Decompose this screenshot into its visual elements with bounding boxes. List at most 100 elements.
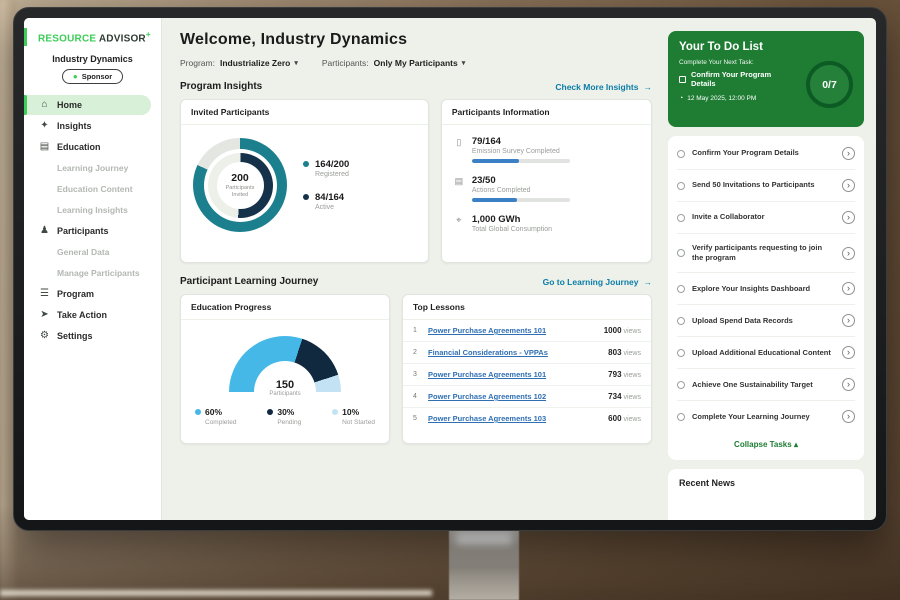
lesson-row: 4 Power Purchase Agreements 102 734 view… bbox=[403, 386, 651, 408]
task-row[interactable]: Complete Your Learning Journey › bbox=[677, 401, 855, 432]
task-row[interactable]: Send 50 Invitations to Participants › bbox=[677, 170, 855, 202]
task-checkbox[interactable] bbox=[677, 380, 685, 389]
task-row[interactable]: Achieve One Sustainability Target › bbox=[677, 369, 855, 402]
sidebar-item-program[interactable]: ☰ Program bbox=[24, 284, 161, 304]
sidebar-item-settings[interactable]: ⚙ Settings bbox=[24, 326, 161, 346]
task-row[interactable]: Invite a Collaborator › bbox=[677, 202, 855, 234]
lesson-link[interactable]: Financial Considerations - VPPAs bbox=[428, 348, 548, 357]
check-more-insights-link[interactable]: Check More Insights → bbox=[555, 82, 652, 92]
global-consumption-row: ⌖ 1,000 GWh Total Global Consumption bbox=[454, 214, 639, 233]
sponsor-badge[interactable]: ● Sponsor bbox=[61, 69, 124, 85]
task-open-button[interactable]: › bbox=[842, 378, 855, 392]
education-gauge: 150 Participants bbox=[229, 336, 341, 397]
actions-completed-row: ▤ 23/50 Actions Completed bbox=[454, 175, 639, 202]
task-checkbox[interactable] bbox=[677, 348, 685, 357]
lesson-rank: 2 bbox=[413, 349, 417, 356]
recent-news-title: Recent News bbox=[679, 478, 736, 489]
program-filter: Program: Industrialize Zero ▾ bbox=[180, 58, 298, 68]
lesson-link[interactable]: Power Purchase Agreements 103 bbox=[428, 414, 547, 423]
go-to-learning-journey-link[interactable]: Go to Learning Journey → bbox=[543, 277, 652, 287]
program-insights-header: Program Insights Check More Insights → bbox=[180, 81, 652, 92]
lesson-link[interactable]: Power Purchase Agreements 101 bbox=[428, 370, 547, 379]
sidebar-item-home[interactable]: ⌂ Home bbox=[24, 95, 151, 116]
legend-dot bbox=[303, 194, 309, 200]
task-label: Upload Spend Data Records bbox=[692, 315, 793, 325]
sidebar-item-education[interactable]: ▤ Education bbox=[24, 137, 161, 157]
sidebar-item-take-action[interactable]: ➤ Take Action bbox=[24, 305, 161, 325]
program-filter-label: Program: bbox=[180, 58, 215, 68]
task-checkbox[interactable] bbox=[677, 284, 685, 293]
donut-center-label: Participants Invited bbox=[225, 184, 255, 198]
task-checkbox[interactable] bbox=[677, 181, 685, 190]
task-checkbox[interactable] bbox=[677, 149, 685, 158]
lesson-link[interactable]: Power Purchase Agreements 101 bbox=[428, 326, 547, 335]
checkbox-icon[interactable] bbox=[679, 75, 686, 83]
sidebar-item-label: General Data bbox=[57, 247, 110, 258]
stat-value: 1,000 GWh bbox=[471, 214, 521, 225]
card-title: Top Lessons bbox=[403, 295, 651, 320]
task-open-button[interactable]: › bbox=[842, 246, 855, 260]
task-row[interactable]: Confirm Your Program Details › bbox=[677, 138, 855, 170]
program-select[interactable]: Industrialize Zero ▾ bbox=[220, 58, 298, 68]
card-title: Participants Information bbox=[441, 100, 651, 125]
progress-track bbox=[471, 159, 570, 163]
card-title: Education Progress bbox=[181, 295, 389, 320]
task-row[interactable]: Explore Your Insights Dashboard › bbox=[677, 273, 855, 306]
section-title: Program Insights bbox=[180, 81, 263, 92]
sidebar-item-manage-participants[interactable]: Manage Participants bbox=[24, 263, 161, 283]
task-open-button[interactable]: › bbox=[842, 211, 855, 224]
legend-dot bbox=[195, 409, 201, 415]
sidebar-item-insights[interactable]: ✦ Insights bbox=[24, 116, 161, 136]
task-open-button[interactable]: › bbox=[842, 314, 855, 328]
recent-news-header[interactable]: Recent News bbox=[668, 469, 864, 520]
stat-label: Total Global Consumption bbox=[471, 226, 552, 233]
legend-completed: 60% Completed bbox=[195, 407, 236, 426]
sidebar-item-label: Participants bbox=[57, 226, 109, 237]
sidebar-item-general-data[interactable]: General Data bbox=[24, 242, 161, 262]
settings-icon: ⚙ bbox=[40, 330, 49, 342]
views-count: 600 bbox=[608, 414, 622, 423]
task-label: Verify participants requesting to join t… bbox=[692, 243, 823, 263]
chevron-right-icon: › bbox=[847, 247, 850, 258]
sidebar-item-education-content[interactable]: Education Content bbox=[24, 179, 161, 199]
donut-ring-gap: 200 Participants Invited bbox=[203, 148, 277, 222]
sidebar-item-learning-insights[interactable]: Learning Insights bbox=[24, 200, 161, 220]
task-open-button[interactable]: › bbox=[842, 410, 855, 424]
task-open-button[interactable]: › bbox=[842, 346, 855, 360]
stat-value: 23/50 bbox=[471, 175, 496, 186]
lesson-views: 793 views bbox=[608, 370, 641, 379]
legend-label: Not Started bbox=[342, 419, 375, 426]
task-checkbox[interactable] bbox=[677, 249, 685, 258]
legend-value: 164/200 bbox=[315, 159, 350, 170]
lesson-views: 734 views bbox=[608, 392, 641, 401]
task-row[interactable]: Verify participants requesting to join t… bbox=[677, 234, 855, 274]
legend-registered: 164/200 Registered bbox=[303, 159, 349, 178]
collapse-tasks-link[interactable]: Collapse Tasks ▴ bbox=[677, 432, 855, 458]
task-row[interactable]: Upload Spend Data Records › bbox=[677, 305, 855, 338]
logo-advisor: ADVISOR bbox=[98, 33, 146, 45]
gauge-center: 150 Participants bbox=[229, 379, 341, 397]
checklist-icon: ▤ bbox=[454, 176, 464, 186]
views-unit: views bbox=[623, 394, 641, 401]
task-label: Upload Additional Educational Content bbox=[692, 347, 831, 357]
task-open-button[interactable]: › bbox=[842, 179, 855, 192]
lesson-row: 3 Power Purchase Agreements 101 793 view… bbox=[403, 364, 651, 386]
clock-icon: ◔ bbox=[679, 94, 684, 102]
views-count: 803 bbox=[608, 348, 622, 357]
lesson-views: 1000 views bbox=[604, 326, 641, 335]
views-unit: views bbox=[623, 416, 641, 423]
donut-center: 200 Participants Invited bbox=[216, 161, 264, 209]
task-checkbox[interactable] bbox=[677, 316, 685, 325]
task-checkbox[interactable] bbox=[677, 412, 685, 421]
sidebar-item-learning-journey[interactable]: Learning Journey bbox=[24, 158, 161, 178]
lesson-link[interactable]: Power Purchase Agreements 102 bbox=[428, 392, 547, 401]
participants-select[interactable]: Only My Participants ▾ bbox=[374, 58, 466, 68]
task-row[interactable]: Upload Additional Educational Content › bbox=[677, 337, 855, 370]
todo-next-task[interactable]: Confirm Your Program Details bbox=[679, 70, 853, 89]
sidebar-item-participants[interactable]: ♟ Participants bbox=[24, 221, 161, 241]
task-checkbox[interactable] bbox=[677, 213, 685, 222]
chevron-right-icon: › bbox=[847, 148, 850, 158]
task-open-button[interactable]: › bbox=[842, 282, 855, 296]
task-open-button[interactable]: › bbox=[842, 147, 855, 160]
views-count: 793 bbox=[608, 370, 622, 379]
